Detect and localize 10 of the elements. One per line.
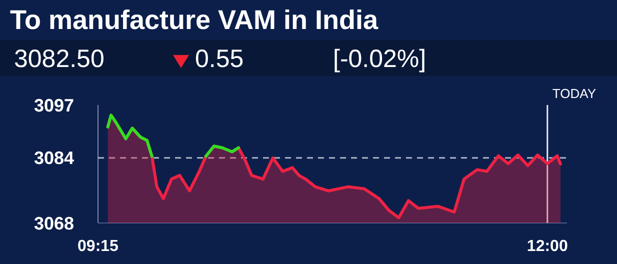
x-tick-label: 12:00 xyxy=(526,238,568,255)
text: 0.55 xyxy=(195,45,244,73)
y-tick-label: 3068 xyxy=(34,213,74,234)
text: [-0.02%] xyxy=(333,45,426,73)
y-tick-label: 3084 xyxy=(34,148,74,168)
text: TODAY xyxy=(552,86,596,101)
y-tick-label: 3097 xyxy=(34,95,74,116)
text: 3082.50 xyxy=(14,45,104,73)
chart-title: To manufacture VAM in India xyxy=(10,5,380,35)
x-tick-label: 09:15 xyxy=(78,238,119,255)
